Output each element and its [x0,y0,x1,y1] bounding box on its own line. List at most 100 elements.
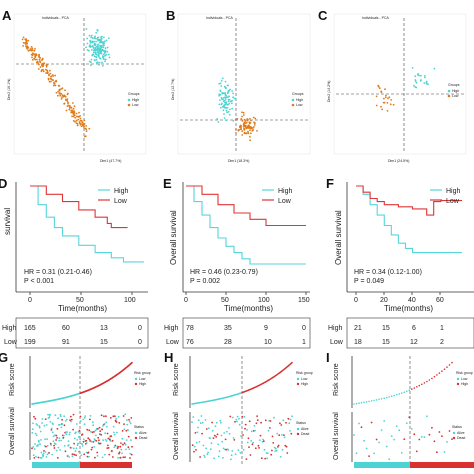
status-point-dead [211,421,214,424]
status-point-dead [89,418,91,421]
status-point-alive [60,426,63,429]
pca-point-low [246,118,249,120]
pca-point-low [50,76,52,78]
status-point-alive [58,439,60,442]
pca-point-high [228,102,231,105]
pca-point-high [228,95,231,98]
pca-point-high [94,37,97,40]
pca-point-low [34,55,37,58]
risk-point-low [353,403,355,405]
status-point-alive [192,416,195,418]
pca-point-low [253,122,256,124]
pca-point-high [414,80,417,82]
survival-ylabel: Overall survival [173,412,180,460]
x-tick-label: 100 [124,297,136,304]
p-value: P < 0.001 [24,278,54,285]
pca-point-low [243,132,246,135]
status-point-dead [109,438,111,441]
x-tick-label: 60 [436,297,444,304]
status-point-alive [63,445,66,447]
pca-point-high [86,49,89,51]
pca-point-low [60,88,63,90]
pca-point-low [25,40,28,42]
risk-count: 76 [186,339,194,346]
pca-point-high [102,55,105,58]
pca-point-low [84,127,87,130]
pca-point-low [242,114,245,116]
pca-point-high [224,96,227,99]
status-point-dead [234,420,236,423]
risk-legend-title: Risk group [134,371,151,375]
pca-point-low [386,102,389,104]
status-point-dead [48,452,50,454]
status-point-dead [44,418,47,420]
status-point-alive [243,416,246,418]
pca-point-high [105,58,107,61]
status-point-dead [98,442,101,445]
pca-point-low [243,124,246,127]
status-point-alive [191,421,193,423]
pca-point-low [37,68,40,70]
status-point-alive [66,454,69,457]
risk-count: 10 [264,339,272,346]
status-point-dead [264,419,267,422]
risk-count: 1 [440,325,444,332]
risk-bar-low [32,462,80,468]
status-point-alive [254,429,256,432]
pca-point-low [59,88,62,91]
status-point-alive [45,424,48,426]
pca-panel-c: C Individuals - PCA Dim1 (24.5%) Dim2 (1… [318,8,467,163]
status-point-alive [39,443,41,446]
status-point-alive [129,422,132,425]
pca-point-low [41,57,44,60]
risk-point-low [380,398,383,400]
status-legend-title: Status [296,421,306,425]
status-point-alive [222,456,224,459]
legend-high-label: High [296,98,303,102]
pca-point-high [222,109,225,112]
pca-point-high [96,29,99,31]
pca-point-high [218,94,221,97]
status-point-dead [93,431,95,433]
status-point-alive [228,432,231,435]
pca-point-low [384,88,386,91]
pca-point-low [53,82,56,85]
pca-point-high [419,79,422,82]
status-point-alive [85,451,88,454]
status-point-dead [251,443,254,446]
status-point-alive [93,446,96,448]
risk-point-low [398,393,401,395]
status-point-dead [193,450,195,453]
pca-point-low [389,103,392,106]
status-point-alive [193,445,196,448]
status-point-dead [438,431,441,433]
pca-point-high [99,57,102,60]
pca-point-low [234,118,237,121]
status-point-alive [101,456,104,459]
risk-row-low-label: Low [4,339,18,346]
pca-point-low [60,98,63,100]
pca-point-low [52,79,54,82]
pca-point-low [380,90,383,93]
status-point-alive [105,440,108,442]
status-point-alive [240,435,242,437]
status-point-alive [230,454,233,457]
pca-point-high [108,56,111,59]
status-point-dead [258,447,260,449]
status-point-alive [195,441,198,444]
pca-point-low [242,111,245,114]
risk-score-points [191,361,293,405]
status-point-dead [45,445,47,448]
pca-legend-title: Groups [128,92,140,96]
pca-point-low [61,94,64,97]
status-point-dead [118,451,121,454]
status-point-alive [423,436,426,438]
pca-point-low [241,115,243,118]
pca-point-low [65,109,68,112]
status-point-alive [252,441,255,444]
pca-point-high [95,56,98,59]
pca-point-low [245,121,248,124]
risk-count: 78 [186,325,194,332]
legend-high-label: High [278,188,293,195]
status-point-dead [269,427,271,429]
